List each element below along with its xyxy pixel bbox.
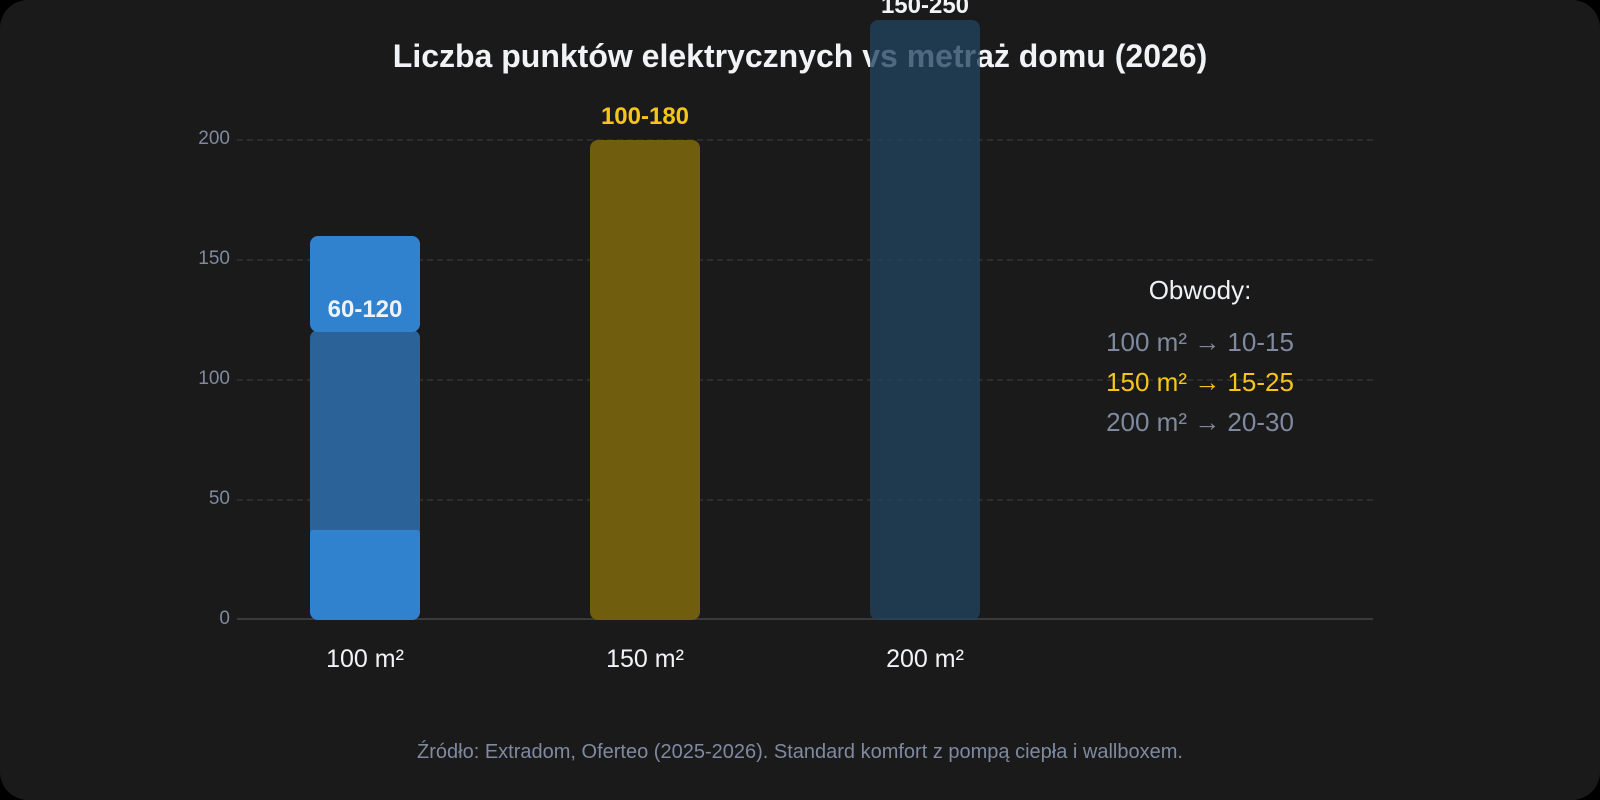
bar-label-150m2: 100-180 bbox=[600, 103, 690, 130]
circuits-annotation: Obwody: 100 m² → 10-15 150 m² → 15-25 20… bbox=[1060, 275, 1340, 442]
x-label-200m2: 200 m² bbox=[886, 645, 964, 673]
bar-100m2-segment-mid[interactable] bbox=[310, 330, 420, 530]
y-tick-50: 50 bbox=[208, 488, 230, 509]
y-tick-150: 150 bbox=[198, 248, 230, 269]
gridline-200 bbox=[237, 139, 1373, 141]
x-axis-line bbox=[237, 618, 1373, 620]
y-tick-100: 100 bbox=[198, 368, 230, 389]
chart-title: Liczba punktów elektrycznych vs metraż d… bbox=[392, 38, 1208, 74]
circuits-row-200m2: 200 m² → 20-30 bbox=[1106, 407, 1294, 437]
circuits-row-100m2: 100 m² → 10-15 bbox=[1106, 327, 1294, 357]
gridline-150 bbox=[237, 259, 1373, 261]
x-label-150m2: 150 m² bbox=[606, 645, 684, 673]
y-tick-0: 0 bbox=[219, 608, 230, 629]
circuits-row-150m2: 150 m² → 15-25 bbox=[1106, 367, 1294, 397]
bar-200m2[interactable] bbox=[870, 20, 980, 620]
source-note: Źródło: Extradom, Oferteo (2025-2026). S… bbox=[417, 741, 1183, 763]
bar-100m2-segment-low[interactable] bbox=[310, 525, 420, 620]
x-label-100m2: 100 m² bbox=[326, 645, 404, 673]
gridline-100 bbox=[237, 379, 1373, 381]
bar-150m2[interactable] bbox=[590, 140, 700, 620]
y-tick-200: 200 bbox=[198, 128, 230, 149]
gridline-50 bbox=[237, 499, 1373, 501]
bar-label-200m2: 150-250 bbox=[880, 0, 970, 19]
bar-100m2-segment-top[interactable] bbox=[310, 236, 420, 332]
circuits-title: Obwody: bbox=[1148, 275, 1252, 305]
bar-label-100m2: 60-120 bbox=[327, 296, 403, 323]
